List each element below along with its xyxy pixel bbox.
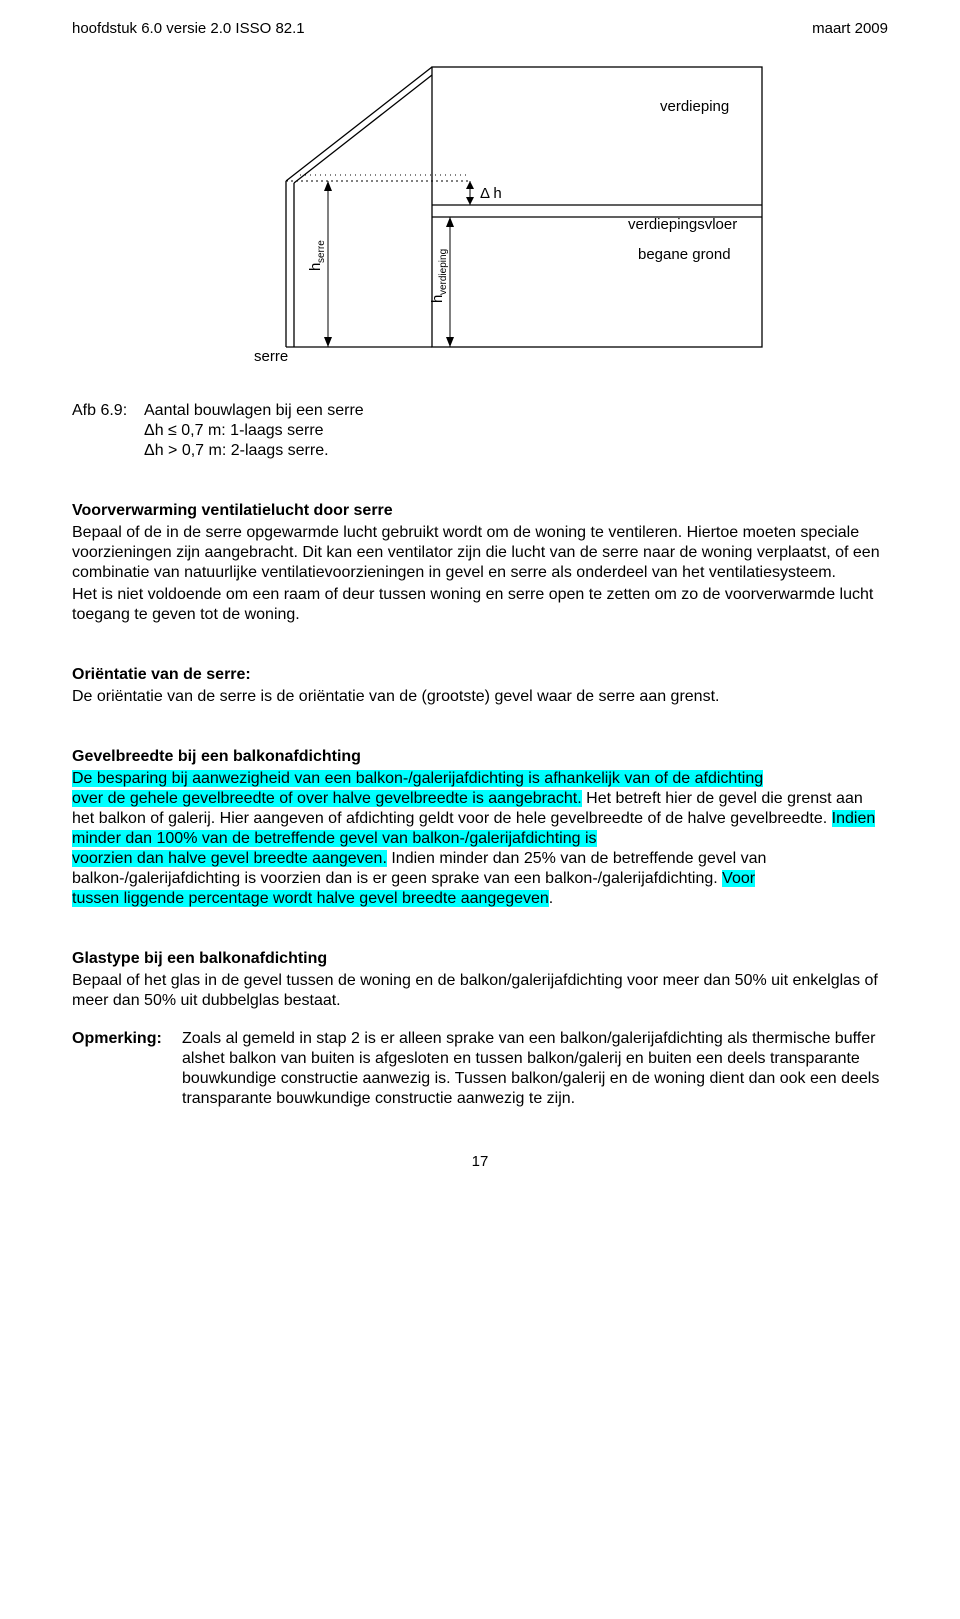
opmerking-block: Opmerking: Zoals al gemeld in stap 2 is … [72, 1029, 888, 1109]
section3-body: De besparing bij aanwezigheid van een ba… [72, 769, 888, 909]
section1-body: Bepaal of de in de serre opgewarmde luch… [72, 523, 888, 583]
figure-caption: Afb 6.9: Aantal bouwlagen bij een serre … [72, 401, 888, 461]
svg-text:begane grond: begane grond [638, 246, 731, 263]
hl-text-1b: over de gehele gevelbreedte of over halv… [72, 790, 582, 807]
page-header: hoofdstuk 6.0 versie 2.0 ISSO 82.1 maart… [72, 20, 888, 39]
figure-label: Afb 6.9: [72, 401, 144, 461]
figure-text: Aantal bouwlagen bij een serre Δh ≤ 0,7 … [144, 401, 888, 461]
section4-title: Glastype bij een balkonafdichting [72, 949, 888, 969]
svg-text:Δ h: Δ h [480, 185, 502, 202]
hl-text-3a: Voor [722, 870, 755, 887]
hl-text-3b: tussen liggende percentage wordt halve g… [72, 890, 549, 907]
section1-title: Voorverwarming ventilatielucht door serr… [72, 501, 888, 521]
opmerking-text: Zoals al gemeld in stap 2 is er alleen s… [182, 1029, 888, 1109]
svg-text:serre: serre [316, 240, 327, 263]
hl-text-2b: voorzien dan halve gevel breedte aangeve… [72, 850, 387, 867]
section1-body2: Het is niet voldoende om een raam of deu… [72, 585, 888, 625]
svg-text:serre: serre [254, 348, 288, 365]
opmerking-label: Opmerking: [72, 1029, 182, 1109]
afb-line1: Aantal bouwlagen bij een serre [144, 401, 888, 421]
header-right: maart 2009 [812, 20, 888, 39]
section2-body: De oriëntatie van de serre is de oriënta… [72, 687, 888, 707]
svg-text:verdieping: verdieping [438, 249, 449, 295]
section2-title: Oriëntatie van de serre: [72, 665, 888, 685]
page-number: 17 [72, 1153, 888, 1172]
hl-text-1a: De besparing bij aanwezigheid van een ba… [72, 770, 763, 787]
section1-body-text: Bepaal of de in de serre opgewarmde luch… [72, 524, 880, 581]
svg-text:verdiepingsvloer: verdiepingsvloer [628, 216, 737, 233]
section3-title: Gevelbreedte bij een balkonafdichting [72, 747, 888, 767]
afb-line2: Δh ≤ 0,7 m: 1-laags serre [144, 421, 888, 441]
plain-text-3: . [549, 890, 553, 907]
serre-diagram: h serre h verdieping Δ h verdieping verd… [72, 53, 888, 383]
section4-body: Bepaal of het glas in de gevel tussen de… [72, 971, 888, 1011]
svg-text:verdieping: verdieping [660, 98, 729, 115]
afb-line3: Δh > 0,7 m: 2-laags serre. [144, 441, 888, 461]
header-left: hoofdstuk 6.0 versie 2.0 ISSO 82.1 [72, 20, 305, 39]
